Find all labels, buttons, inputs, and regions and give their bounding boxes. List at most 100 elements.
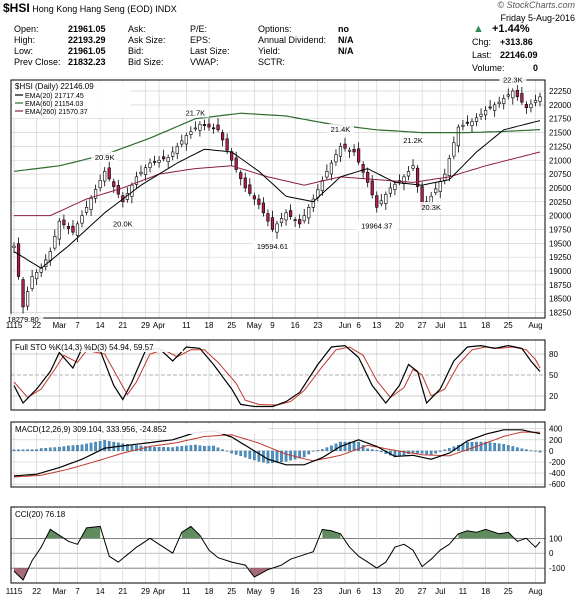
- macd-hist-bar: [175, 446, 179, 452]
- candle-body: [94, 189, 98, 199]
- macd-hist-bar: [44, 447, 48, 452]
- macd-hist-bar: [525, 449, 528, 452]
- price-annotation: 18279.80: [7, 315, 38, 324]
- x-tick-label: 9: [270, 321, 275, 330]
- macd-hist-bar: [135, 445, 138, 452]
- x-tick-label-bottom: 29: [141, 587, 150, 596]
- macd-hist-bar: [216, 447, 220, 452]
- macd-hist-bar: [420, 450, 424, 454]
- candle-body: [515, 89, 519, 97]
- candle-body: [524, 104, 528, 108]
- candle-body: [447, 158, 451, 176]
- macd-hist-bar: [361, 445, 365, 452]
- x-tick-label-bottom: Jul: [435, 587, 445, 596]
- price-annotation: 20.0K: [113, 220, 133, 229]
- x-tick-label-bottom: Jun: [339, 587, 352, 596]
- x-tick-label: 13: [372, 321, 381, 330]
- macd-hist-bar: [370, 449, 374, 452]
- annotation-bg: [109, 218, 137, 229]
- candle-body: [479, 113, 483, 117]
- sto-title-bg: [13, 342, 183, 352]
- price-ytick-label: 22000: [549, 101, 572, 110]
- macd-hist-bar: [39, 448, 43, 452]
- candle-body: [361, 164, 365, 173]
- macd-hist-bar: [153, 446, 156, 452]
- x-tick-label-bottom: 6: [356, 587, 361, 596]
- index-name: Hong Kong Hang Seng (EOD): [32, 4, 153, 14]
- macd-hist-bar: [411, 450, 415, 454]
- candle-body: [184, 135, 188, 145]
- x-tick-label: 1115: [6, 321, 23, 330]
- candle-body: [39, 267, 43, 273]
- x-tick-label: Mar: [52, 321, 66, 330]
- macd-hist-bar: [166, 447, 170, 452]
- candle-body: [21, 279, 25, 308]
- price-annotation: 19964.37: [361, 222, 392, 231]
- macd-hist-bar: [316, 450, 320, 452]
- candle-body: [48, 251, 52, 261]
- candle-body: [157, 159, 161, 163]
- candle-body: [511, 90, 515, 99]
- x-tick-label-bottom: 25: [227, 587, 236, 596]
- sto-panel-title: Full STO %K(14,3) %D(3) 54.94, 59.57: [15, 343, 154, 352]
- macd-hist-bar: [470, 441, 474, 452]
- volume-value: 0: [533, 63, 539, 73]
- symbol-label: $HSI: [3, 1, 30, 15]
- price-legend-entry: EMA(60) 21154.03: [25, 101, 83, 108]
- macd-ytick-label: -200: [549, 458, 566, 467]
- annotation-bg: [252, 241, 293, 252]
- x-tick-label-bottom: 16: [291, 587, 300, 596]
- candle-body: [461, 124, 465, 127]
- macd-hist-bar: [103, 440, 107, 452]
- candle-body: [152, 161, 157, 163]
- x-tick-label: 27: [418, 321, 427, 330]
- candle-body: [357, 148, 361, 163]
- candle-body: [529, 103, 533, 108]
- x-tick-label: 16: [291, 321, 300, 330]
- macd-panel-title: MACD(12,26,9) 309.104, 333.956, -24.852: [15, 425, 167, 434]
- candle-body: [202, 123, 207, 126]
- sto-k-line: [13, 344, 541, 408]
- candle-body: [406, 171, 411, 177]
- price-annotation: 22.3K: [503, 75, 523, 84]
- macd-ytick-label: 200: [549, 436, 563, 445]
- candle-body: [62, 219, 66, 226]
- candle-body: [171, 151, 175, 157]
- cci-panel-frame: [10, 506, 546, 584]
- price-annotation: 21.4K: [331, 125, 351, 134]
- price-annotation: 19594.61: [257, 242, 288, 251]
- candle-body: [53, 236, 57, 249]
- candle-body: [370, 180, 374, 196]
- price-legend-bg: [13, 82, 131, 118]
- sto-panel-frame: [10, 339, 546, 411]
- price-ytick-label: 19750: [549, 225, 572, 234]
- macd-hist-bar: [12, 449, 16, 452]
- macd-hist-bar: [94, 441, 97, 452]
- macd-hist-bar: [311, 450, 315, 452]
- x-tick-label: 23: [313, 321, 322, 330]
- candle-body: [162, 156, 166, 160]
- candle-body: [248, 184, 252, 194]
- macd-signal-line: [13, 431, 540, 478]
- macd-hist-bar: [302, 450, 306, 458]
- candle-body: [220, 132, 225, 141]
- candle-body: [284, 212, 288, 221]
- macd-line: [13, 429, 541, 477]
- macd-hist-bar: [330, 445, 333, 452]
- candle-body: [456, 126, 460, 147]
- macd-hist-bar: [53, 447, 57, 452]
- cci-overbought-fill: [45, 529, 64, 539]
- candle-body: [103, 171, 107, 182]
- macd-hist-bar: [438, 450, 442, 452]
- macd-hist-bar: [502, 444, 506, 452]
- low-label: Low:: [14, 46, 34, 56]
- macd-hist-bar: [71, 445, 75, 452]
- annotation-bg: [2, 313, 44, 324]
- macd-hist-bar: [252, 450, 256, 461]
- macd-hist-bar: [57, 447, 61, 452]
- macd-hist-bar: [493, 442, 497, 452]
- candle-body: [80, 215, 84, 224]
- macd-hist-bar: [35, 449, 39, 452]
- macd-hist-bar: [334, 443, 338, 452]
- macd-hist-bar: [538, 450, 542, 453]
